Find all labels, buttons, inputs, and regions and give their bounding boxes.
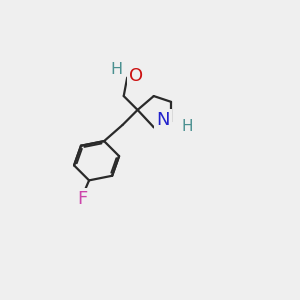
Text: N: N: [156, 111, 170, 129]
Text: H: H: [111, 62, 123, 77]
Text: F: F: [77, 190, 88, 208]
Text: O: O: [130, 68, 144, 85]
Text: H: H: [182, 118, 193, 134]
